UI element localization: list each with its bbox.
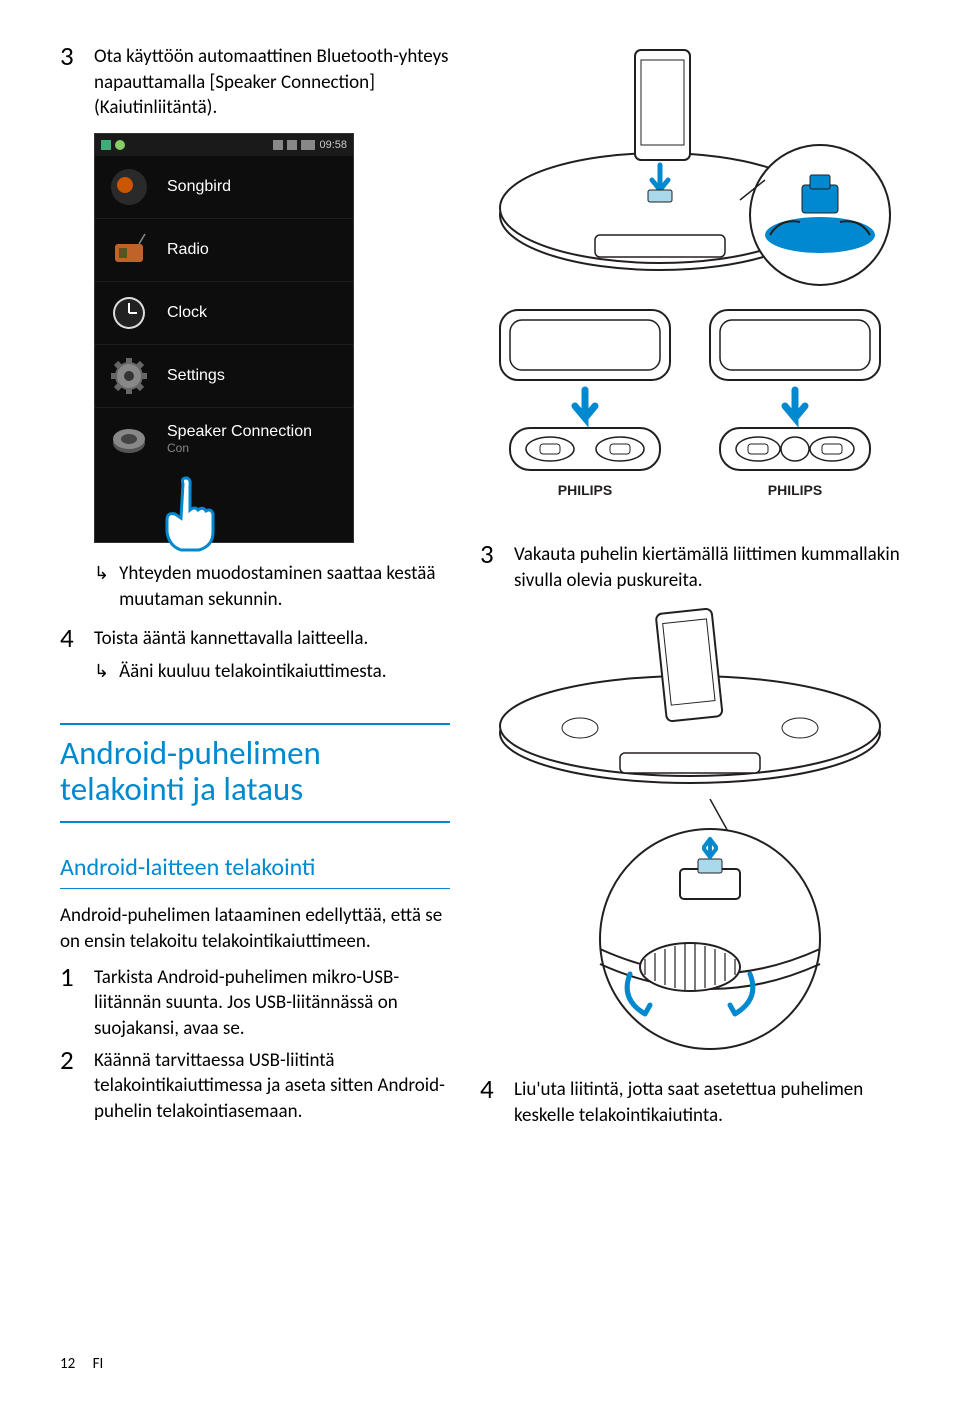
status-left-icons — [101, 140, 125, 150]
step-text: Toista ääntä kannettavalla laitteella. — [94, 622, 368, 655]
menu-row-speaker-connection[interactable]: Speaker Connection Con — [95, 408, 353, 471]
menu-row-settings[interactable]: Settings — [95, 345, 353, 408]
pointer-hand-icon — [153, 474, 223, 554]
step-1-bottom: 1 Tarkista Android-puhelimen mikro-USB-l… — [60, 961, 450, 1042]
step-number: 1 — [60, 961, 84, 1042]
signal-icon — [273, 140, 283, 150]
brand-label: PHILIPS — [558, 482, 612, 498]
step-number: 4 — [480, 1073, 504, 1128]
menu-label: Clock — [167, 304, 207, 322]
page-lang: FI — [93, 1355, 104, 1373]
step-number: 4 — [60, 622, 84, 655]
dock-illustration-top — [480, 40, 900, 290]
step-3-sub: ↳ Yhteyden muodostaminen saattaa kestää … — [60, 561, 450, 612]
step-3-top: 3 Ota käyttöön automaattinen Bluetooth-y… — [60, 40, 450, 121]
intro-paragraph: Android-puhelimen lataaminen edellyttää,… — [60, 903, 450, 954]
check-icon — [101, 140, 111, 150]
step-text: Vakauta puhelin kiertämällä liittimen ku… — [514, 538, 900, 593]
menu-label: Radio — [167, 241, 209, 259]
speaker-icon — [109, 419, 149, 459]
step-2-bottom: 2 Käännä tarvittaessa USB-liitintä telak… — [60, 1044, 450, 1125]
step-4-top: 4 Toista ääntä kannettavalla laitteella. — [60, 622, 450, 655]
dock-with-phone-illustration — [480, 603, 900, 793]
menu-row-radio[interactable]: Radio — [95, 219, 353, 282]
subsection-heading: Android-laitteen telakointi — [60, 853, 450, 889]
songbird-icon — [109, 167, 149, 207]
menu-label: Songbird — [167, 178, 231, 196]
arrow-icon: ↳ — [94, 561, 109, 612]
step-number: 3 — [480, 538, 504, 593]
status-right-icons: 09:58 — [273, 139, 347, 151]
menu-row-songbird[interactable]: Songbird — [95, 156, 353, 219]
two-column-layout: 3 Ota käyttöön automaattinen Bluetooth-y… — [60, 40, 900, 1335]
arrow-icon: ↳ — [94, 659, 109, 685]
menu-sublabel: Con — [167, 441, 312, 455]
phone-status-bar: 09:58 — [95, 134, 353, 156]
settings-icon — [109, 356, 149, 396]
menu-label: Speaker Connection — [167, 423, 312, 441]
connector-slide-illustration — [480, 799, 900, 1059]
brand-label: PHILIPS — [768, 482, 822, 498]
step-4-sub: ↳ Ääni kuuluu telakointikaiuttimesta. — [60, 659, 450, 685]
step-3-right: 3 Vakauta puhelin kiertämällä liittimen … — [480, 538, 900, 593]
battery-icon — [301, 140, 315, 150]
page: 3 Ota käyttöön automaattinen Bluetooth-y… — [0, 0, 960, 1413]
radio-icon — [109, 230, 149, 270]
wifi-icon — [287, 140, 297, 150]
phone-screenshot: 09:58 Songbird Radio — [94, 133, 354, 543]
step-4-right: 4 Liu'uta liitintä, jotta saat asetettua… — [480, 1073, 900, 1128]
clock-icon — [109, 293, 149, 333]
step-text: Ota käyttöön automaattinen Bluetooth-yht… — [94, 40, 450, 121]
status-time: 09:58 — [319, 139, 347, 151]
dock-bottom-variants: PHILIPS PHILIPS — [480, 300, 900, 520]
step-number: 3 — [60, 40, 84, 121]
step-text: Käännä tarvittaessa USB-liitintä telakoi… — [94, 1044, 450, 1125]
left-column: 3 Ota käyttöön automaattinen Bluetooth-y… — [60, 40, 450, 1335]
sub-text: Ääni kuuluu telakointikaiuttimesta. — [119, 659, 386, 685]
section-heading: Android-puhelimen telakointi ja lataus — [60, 723, 450, 824]
sub-text: Yhteyden muodostaminen saattaa kestää mu… — [119, 561, 450, 612]
page-footer: 12 FI — [60, 1335, 900, 1373]
page-number: 12 — [60, 1355, 75, 1373]
menu-row-clock[interactable]: Clock — [95, 282, 353, 345]
step-text: Tarkista Android-puhelimen mikro-USB-lii… — [94, 961, 450, 1042]
android-icon — [115, 140, 125, 150]
right-column: PHILIPS PHILIPS 3 Vakauta puhelin kiertä — [480, 40, 900, 1335]
step-text: Liu'uta liitintä, jotta saat asetettua p… — [514, 1073, 900, 1128]
menu-label: Settings — [167, 367, 225, 385]
step-number: 2 — [60, 1044, 84, 1125]
menu-label-group: Speaker Connection Con — [167, 423, 312, 455]
